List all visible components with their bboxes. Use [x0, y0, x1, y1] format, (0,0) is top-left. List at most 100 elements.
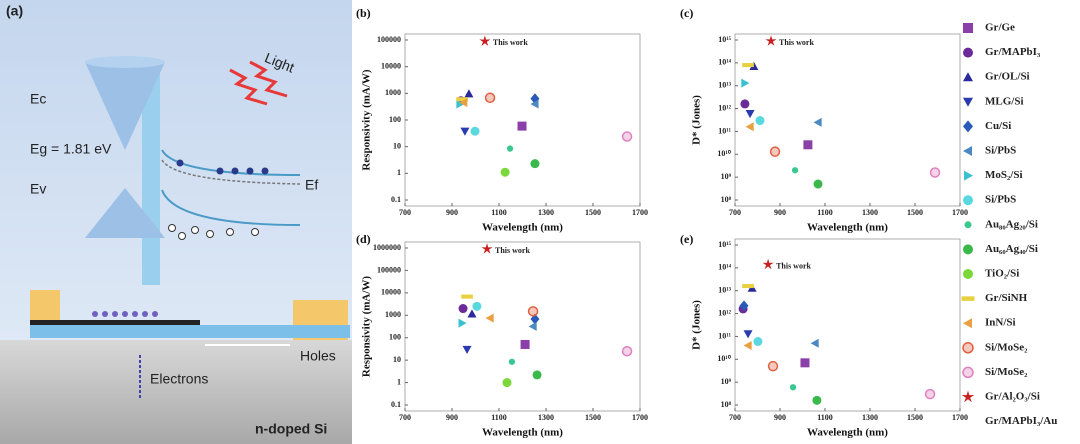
data-point	[743, 341, 752, 351]
legend-marker	[964, 221, 972, 229]
holes-dots	[168, 224, 259, 240]
y-axis-title: Responsivity (mA/W)	[361, 69, 373, 170]
data-point	[740, 99, 750, 109]
y-tick-label: 10⁸	[721, 400, 732, 409]
legend-label: InN/Si	[985, 317, 1016, 329]
legend-label: MLG/Si	[985, 95, 1024, 107]
data-point	[527, 306, 539, 317]
x-tick-label: 1300	[538, 208, 554, 217]
x-tick-label: 1100	[817, 208, 833, 217]
data-point	[502, 378, 512, 388]
x-tick-label: 700	[399, 413, 411, 422]
x-tick-label: 900	[774, 208, 786, 217]
data-point	[456, 99, 465, 109]
legend-marker	[961, 390, 975, 403]
plot-frame	[734, 33, 961, 207]
data-point	[470, 126, 480, 136]
y-axis-title: D* (Jones)	[691, 95, 703, 145]
x-tick-label: 900	[774, 413, 786, 422]
data-point	[458, 304, 468, 314]
x-tick-label: 700	[729, 413, 741, 422]
data-point	[813, 179, 823, 189]
x-tick-label: 1500	[585, 413, 601, 422]
legend-label: Gr/Ge	[985, 22, 1015, 34]
legend-label: Si/MoSe₂	[985, 366, 1028, 378]
x-tick-label: 1300	[862, 208, 878, 217]
y-tick-label: 10¹¹	[718, 126, 731, 135]
y-tick-label: 100000	[377, 35, 401, 44]
silicon-substrate	[0, 340, 352, 444]
legend-marker	[963, 23, 973, 33]
substrate-label: n-doped Si	[255, 421, 327, 437]
data-point	[456, 97, 468, 102]
x-tick-label: 1700	[632, 413, 648, 422]
legend-label: Cu/Si	[985, 120, 1011, 132]
legend-label: MoS₂/Si	[985, 169, 1023, 181]
y-tick-label: 1	[397, 168, 401, 177]
legend-marker	[962, 342, 974, 354]
data-point	[621, 131, 633, 142]
y-tick-label: 10¹³	[718, 81, 731, 90]
data-point	[479, 35, 491, 46]
ec-label: Ec	[30, 91, 46, 107]
y-tick-label: 10¹⁵	[718, 240, 731, 249]
light-rays	[229, 60, 288, 106]
panel-label: (c)	[680, 6, 693, 20]
data-point	[789, 384, 797, 391]
device-diagram: (a) Light Ec Eg = 1.81 eV Ev Ef Holes El…	[0, 0, 352, 444]
plot-frame	[404, 241, 641, 412]
data-point	[528, 321, 537, 331]
y-tick-label: 10¹¹	[718, 331, 731, 340]
y-tick-label: 10¹⁵	[718, 35, 731, 44]
data-point	[753, 336, 763, 346]
data-point	[810, 338, 819, 348]
eg-label: Eg = 1.81 eV	[30, 141, 112, 157]
x-axis-title: Wavelength (nm)	[482, 222, 563, 234]
x-tick-label: 1100	[491, 413, 507, 422]
legend-marker	[963, 269, 973, 279]
y-axis-title: Responsivity (mA/W)	[361, 276, 373, 377]
data-point	[745, 110, 755, 119]
holes-label: Holes	[300, 348, 336, 364]
y-tick-label: 10	[393, 355, 401, 364]
data-point	[812, 395, 822, 405]
legend-marker	[963, 97, 973, 107]
data-point	[462, 345, 472, 354]
x-tick-label: 1500	[907, 413, 923, 422]
y-tick-label: 1000	[385, 310, 401, 319]
valence-band	[161, 189, 301, 226]
y-tick-label: 1000	[385, 88, 401, 97]
data-point	[621, 345, 633, 357]
conduction-band	[161, 149, 301, 176]
electrons-label: Electrons	[150, 371, 208, 387]
legend-label: TiO₂/Si	[985, 268, 1019, 280]
y-tick-label: 10⁸	[721, 195, 732, 204]
data-point	[467, 309, 477, 318]
legend-label: Au₆₀Ag₄₀/Si	[985, 243, 1038, 255]
data-point	[803, 140, 813, 150]
ev-label: Ev	[30, 181, 46, 197]
panel-label: (b)	[356, 6, 371, 20]
electrode-left	[30, 290, 60, 320]
y-tick-label: 10	[393, 141, 401, 150]
data-point	[739, 300, 749, 312]
legend-marker	[963, 195, 973, 206]
upper-cone	[85, 62, 165, 150]
data-point	[458, 318, 467, 328]
data-point	[745, 122, 754, 132]
annotation: This work	[779, 38, 814, 47]
y-tick-label: 10¹⁴	[718, 58, 731, 67]
annotation: This work	[776, 261, 811, 270]
data-point	[459, 98, 468, 108]
data-point	[813, 117, 822, 127]
y-tick-label: 0.1	[391, 400, 401, 409]
data-point	[924, 388, 936, 400]
y-tick-label: 1000000	[373, 243, 401, 252]
electrons-dots	[176, 159, 269, 175]
legend-marker	[961, 296, 975, 301]
data-point	[791, 167, 799, 174]
legend-label: Gr/Al₂O₃/Si	[985, 391, 1040, 403]
y-tick-label: 10000	[381, 61, 401, 70]
x-tick-label: 700	[729, 208, 741, 217]
